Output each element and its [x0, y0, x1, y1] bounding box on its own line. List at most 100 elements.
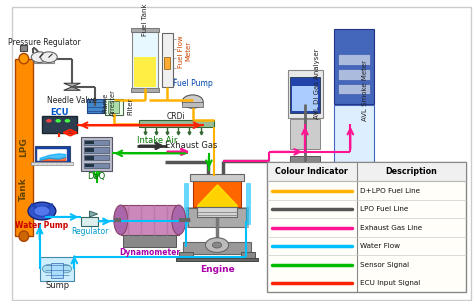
Text: Filter: Filter	[127, 97, 133, 115]
FancyBboxPatch shape	[338, 84, 370, 95]
FancyBboxPatch shape	[176, 259, 257, 261]
FancyBboxPatch shape	[108, 101, 119, 113]
FancyBboxPatch shape	[139, 120, 214, 127]
Circle shape	[46, 119, 52, 123]
Circle shape	[41, 52, 57, 63]
Text: D+LPO Fuel Line: D+LPO Fuel Line	[360, 188, 420, 194]
Text: Tank: Tank	[19, 177, 28, 201]
Polygon shape	[64, 83, 81, 87]
Circle shape	[337, 166, 346, 172]
Text: Sensor Signal: Sensor Signal	[360, 262, 410, 268]
Circle shape	[362, 166, 371, 172]
Text: Fuel Pump: Fuel Pump	[173, 79, 212, 88]
Circle shape	[59, 265, 72, 273]
Polygon shape	[64, 87, 81, 90]
Text: Sump: Sump	[45, 281, 69, 291]
FancyBboxPatch shape	[267, 162, 466, 292]
FancyBboxPatch shape	[132, 32, 158, 88]
Text: Exhaust Gas: Exhaust Gas	[165, 141, 217, 150]
Circle shape	[42, 265, 55, 273]
FancyBboxPatch shape	[162, 34, 173, 87]
FancyBboxPatch shape	[186, 221, 248, 224]
Text: ECU Input Signal: ECU Input Signal	[360, 280, 420, 286]
FancyBboxPatch shape	[84, 147, 109, 153]
Circle shape	[205, 238, 228, 252]
FancyBboxPatch shape	[84, 163, 109, 168]
FancyBboxPatch shape	[290, 77, 320, 114]
FancyBboxPatch shape	[288, 70, 322, 117]
Text: Exhaust Gas Line: Exhaust Gas Line	[360, 225, 423, 231]
FancyBboxPatch shape	[184, 183, 188, 224]
Text: Water Pump: Water Pump	[15, 221, 69, 230]
Text: Regulator: Regulator	[71, 227, 109, 236]
FancyBboxPatch shape	[82, 137, 111, 171]
FancyBboxPatch shape	[182, 102, 203, 107]
FancyBboxPatch shape	[246, 183, 250, 224]
FancyBboxPatch shape	[85, 141, 94, 144]
FancyBboxPatch shape	[183, 242, 251, 254]
FancyBboxPatch shape	[292, 86, 318, 111]
Text: Description: Description	[385, 167, 438, 176]
FancyBboxPatch shape	[51, 263, 63, 278]
Ellipse shape	[19, 231, 29, 241]
Text: AVL Di Gas Analyser: AVL Di Gas Analyser	[314, 48, 320, 119]
FancyBboxPatch shape	[131, 88, 159, 92]
FancyBboxPatch shape	[186, 217, 248, 220]
Text: Engine: Engine	[200, 265, 235, 274]
FancyBboxPatch shape	[40, 257, 74, 281]
FancyBboxPatch shape	[186, 207, 248, 210]
Text: Flame
Arrester: Flame Arrester	[103, 90, 116, 117]
Text: DaQ: DaQ	[87, 172, 105, 181]
Circle shape	[55, 119, 61, 123]
Text: Intake Air: Intake Air	[137, 136, 177, 145]
FancyBboxPatch shape	[42, 116, 77, 133]
Text: Colour Indicator: Colour Indicator	[275, 167, 348, 176]
Ellipse shape	[182, 95, 203, 108]
FancyBboxPatch shape	[20, 45, 27, 51]
FancyBboxPatch shape	[84, 155, 109, 160]
FancyBboxPatch shape	[85, 164, 94, 167]
Text: Dynamometer: Dynamometer	[119, 248, 180, 257]
FancyBboxPatch shape	[35, 146, 70, 162]
FancyBboxPatch shape	[179, 252, 192, 260]
FancyBboxPatch shape	[85, 156, 94, 159]
Ellipse shape	[34, 206, 50, 216]
FancyBboxPatch shape	[186, 210, 248, 213]
Circle shape	[64, 119, 70, 123]
FancyBboxPatch shape	[186, 214, 248, 217]
Text: LPG: LPG	[19, 137, 28, 157]
FancyBboxPatch shape	[241, 252, 255, 260]
FancyBboxPatch shape	[37, 149, 67, 161]
Circle shape	[31, 52, 48, 63]
FancyBboxPatch shape	[34, 54, 55, 63]
FancyBboxPatch shape	[85, 148, 94, 152]
FancyBboxPatch shape	[31, 162, 73, 165]
FancyBboxPatch shape	[338, 54, 370, 65]
Text: Needle Valve: Needle Valve	[47, 95, 97, 104]
FancyBboxPatch shape	[15, 59, 33, 236]
FancyBboxPatch shape	[267, 162, 466, 182]
Circle shape	[212, 242, 222, 248]
FancyBboxPatch shape	[338, 69, 370, 80]
FancyBboxPatch shape	[290, 156, 320, 165]
FancyBboxPatch shape	[192, 182, 241, 207]
FancyBboxPatch shape	[290, 119, 320, 149]
FancyBboxPatch shape	[191, 174, 244, 182]
FancyBboxPatch shape	[82, 217, 98, 226]
FancyBboxPatch shape	[334, 29, 374, 104]
Text: Water Flow: Water Flow	[360, 243, 401, 249]
FancyBboxPatch shape	[121, 205, 179, 235]
Text: Fuel Tank: Fuel Tank	[142, 4, 148, 37]
Ellipse shape	[114, 205, 128, 235]
Text: CRDi: CRDi	[167, 112, 186, 121]
FancyBboxPatch shape	[134, 57, 156, 87]
Ellipse shape	[172, 205, 186, 235]
Ellipse shape	[19, 53, 29, 64]
Text: ECU: ECU	[50, 108, 69, 117]
Ellipse shape	[28, 202, 56, 220]
FancyBboxPatch shape	[131, 28, 159, 32]
FancyBboxPatch shape	[186, 225, 248, 227]
FancyBboxPatch shape	[105, 98, 123, 115]
Text: LPO Fuel Line: LPO Fuel Line	[360, 206, 409, 212]
Text: Pressure Regulator: Pressure Regulator	[8, 38, 81, 47]
